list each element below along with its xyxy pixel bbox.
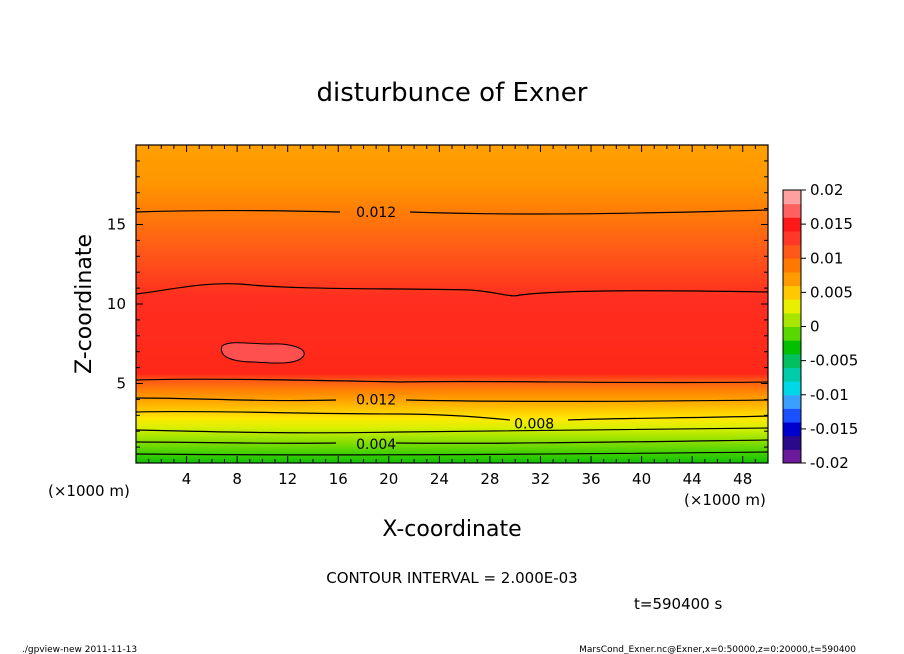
colorbar-cell xyxy=(783,190,801,205)
x-unit-right: (×1000 m) xyxy=(684,491,766,509)
colorbar-cells xyxy=(783,190,801,464)
y-axis-label: Z-coordinate xyxy=(72,234,97,374)
colorbar-cell xyxy=(783,271,801,287)
x-tick-label: 12 xyxy=(278,470,297,488)
colorbar-label: 0.02 xyxy=(810,181,843,199)
contour-max-pocket xyxy=(220,342,305,364)
plot-area: 0.012 0.012 0.008 0.004 xyxy=(135,144,769,464)
axis-ticks xyxy=(136,145,768,463)
x-tick-labels: 4 8 12 16 20 24 28 32 36 40 44 48 xyxy=(182,470,752,488)
x-tick-label: 16 xyxy=(329,470,348,488)
chart-title: disturbunce of Exner xyxy=(317,78,588,108)
colorbar-cell xyxy=(783,394,801,409)
colorbar-cell xyxy=(783,408,801,423)
contour-label: 0.012 xyxy=(356,392,396,408)
contour-line xyxy=(135,378,769,384)
contour-line xyxy=(135,427,769,434)
x-tick-label: 40 xyxy=(632,470,651,488)
footer-left: ./gpview-new 2011-11-13 xyxy=(22,645,137,654)
colorbar-cell xyxy=(783,217,801,232)
contour-line xyxy=(135,397,769,403)
x-tick-label: 32 xyxy=(531,470,550,488)
x-tick-label: 28 xyxy=(480,470,499,488)
colorbar-label: -0.02 xyxy=(810,454,849,472)
x-tick-label: 48 xyxy=(733,470,752,488)
y-tick-label: 5 xyxy=(116,375,126,393)
contour-label: 0.012 xyxy=(356,205,396,221)
colorbar-cell xyxy=(783,381,801,396)
x-tick-label: 8 xyxy=(232,470,242,488)
contour-line xyxy=(135,410,769,421)
x-tick-label: 24 xyxy=(430,470,449,488)
colorbar-label: -0.005 xyxy=(810,352,858,370)
colorbar-cell xyxy=(783,422,801,437)
colorbar-label: 0.01 xyxy=(810,249,843,267)
colorbar-labels: 0.02 0.015 0.01 0.005 0 -0.005 -0.01 -0.015 -0.0… xyxy=(801,181,858,472)
contour-line xyxy=(135,439,769,444)
contour-label: 0.004 xyxy=(356,437,396,453)
x-tick-label: 36 xyxy=(581,470,600,488)
colorbar-label: 0.015 xyxy=(810,215,853,233)
colorbar-cell xyxy=(783,435,801,450)
colorbar-cell xyxy=(783,285,801,300)
colorbar-cell xyxy=(783,299,801,314)
colorbar-label: 0.005 xyxy=(810,283,853,301)
contour-line xyxy=(135,451,769,456)
contour-field xyxy=(136,145,768,463)
colorbar-cell xyxy=(783,258,801,273)
colorbar-label: -0.015 xyxy=(810,420,858,438)
colorbar-cell xyxy=(783,203,801,218)
contour-interval: CONTOUR INTERVAL = 2.000E-03 xyxy=(326,569,577,587)
y-tick-label: 10 xyxy=(107,295,126,313)
colorbar-label: 0 xyxy=(810,318,820,336)
contour-line xyxy=(135,209,769,215)
contour-lines xyxy=(135,209,769,456)
time-stamp: t=590400 s xyxy=(634,595,722,613)
y-tick-label: 15 xyxy=(107,216,126,234)
x-axis-label: X-coordinate xyxy=(382,517,521,542)
contour-line xyxy=(135,283,769,297)
x-tick-label: 4 xyxy=(182,470,192,488)
colorbar-label: -0.01 xyxy=(810,386,849,404)
colorbar-cell xyxy=(783,367,801,382)
colorbar-cell xyxy=(783,449,801,464)
contour-label: 0.008 xyxy=(514,416,554,432)
colorbar-cell xyxy=(783,230,801,246)
colorbar-cell xyxy=(783,340,801,355)
x-unit-left: (×1000 m) xyxy=(48,482,130,500)
footer-right: MarsCond_Exner.nc@Exner,x=0:50000,z=0:20… xyxy=(579,645,856,654)
contour-labels: 0.012 0.012 0.008 0.004 xyxy=(356,205,554,453)
x-tick-label: 44 xyxy=(683,470,702,488)
x-tick-label: 20 xyxy=(379,470,398,488)
y-tick-labels: 5 10 15 xyxy=(107,216,126,393)
colorbar-cell xyxy=(783,353,801,368)
colorbar-cell xyxy=(783,312,801,327)
colorbar-cell xyxy=(783,326,801,341)
colorbar-cell xyxy=(783,244,801,259)
colorbar: 0.02 0.015 0.01 0.005 0 -0.005 -0.01 -0.015 -0.0… xyxy=(782,181,858,472)
